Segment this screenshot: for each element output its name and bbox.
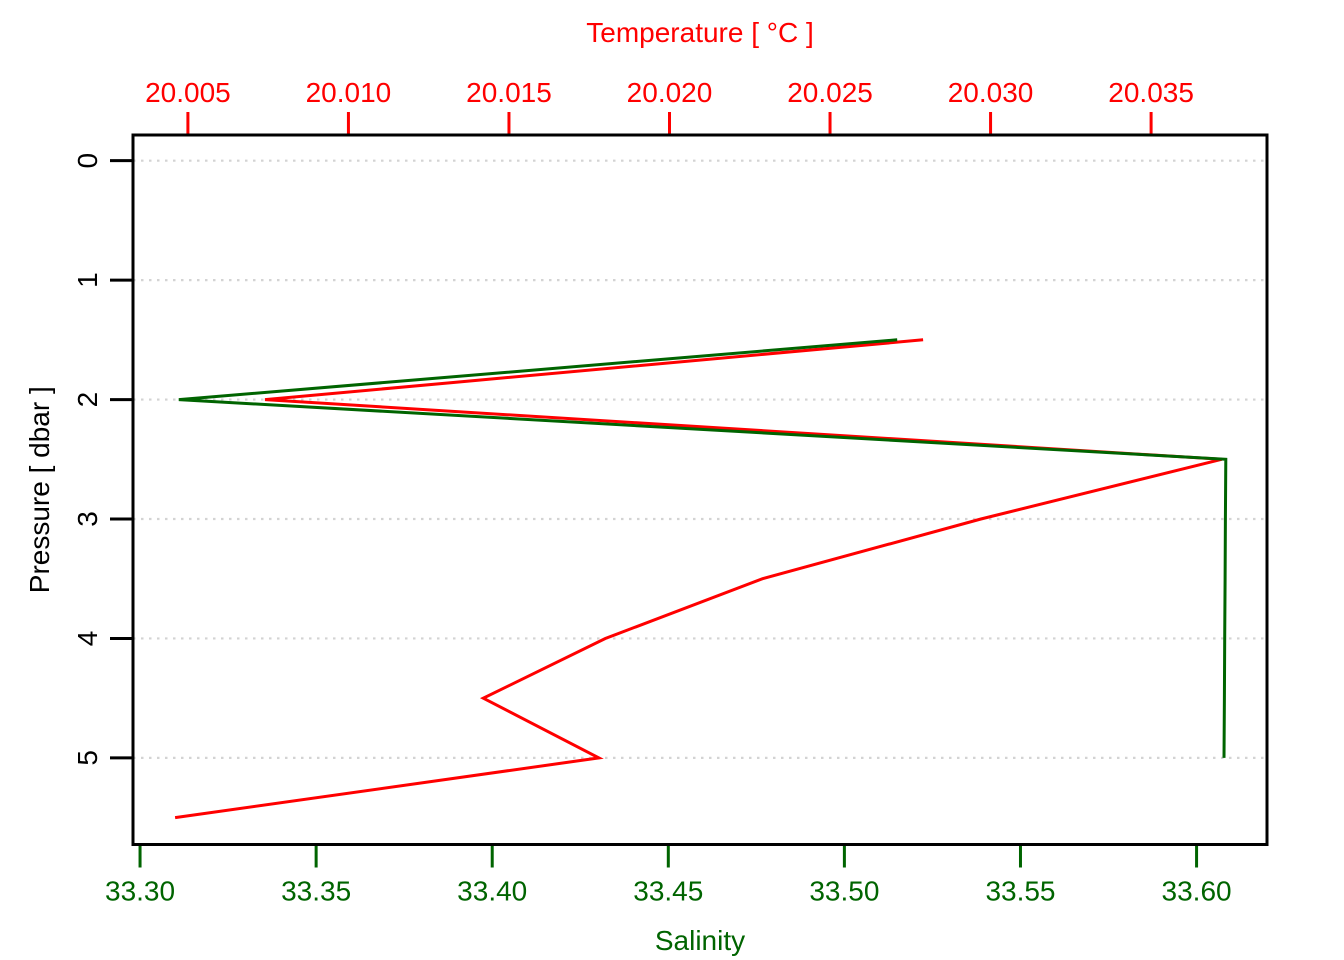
plot-box [131, 133, 1269, 846]
temperature-axis-title: Temperature [ °C ] [586, 17, 814, 48]
salinity-axis-title: Salinity [655, 925, 745, 956]
salinity-tick-label: 33.35 [281, 876, 351, 907]
temperature-tick-label: 20.015 [466, 77, 552, 108]
pressure-tick-label: 3 [72, 511, 103, 527]
salinity-tick-label: 33.50 [809, 876, 879, 907]
salinity-tick-label: 33.30 [105, 876, 175, 907]
temperature-tick-label: 20.030 [948, 77, 1034, 108]
pressure-tick-label: 0 [72, 153, 103, 169]
salinity-tick-label: 33.60 [1162, 876, 1232, 907]
temperature-tick-label: 20.010 [306, 77, 392, 108]
salinity-tick-label: 33.45 [633, 876, 703, 907]
temperature-tick-label: 20.020 [627, 77, 713, 108]
temperature-tick-label: 20.035 [1108, 77, 1194, 108]
temperature-polyline [174, 338, 1223, 820]
temperature-profile-line [174, 338, 1223, 820]
pressure-gridlines [133, 159, 1267, 760]
pressure-tick-label: 4 [72, 631, 103, 647]
temperature-axis: 20.005 20.010 20.015 20.020 20.025 20.030 20.0… [145, 77, 1194, 134]
pressure-tick-label: 1 [72, 272, 103, 288]
pressure-tick-label: 5 [72, 750, 103, 766]
temperature-tick-label: 20.005 [145, 77, 231, 108]
salinity-tick-label: 33.55 [985, 876, 1055, 907]
salinity-profile-line [178, 338, 1228, 758]
salinity-tick-label: 33.40 [457, 876, 527, 907]
pressure-axis: 0 1 2 3 4 5 [72, 153, 132, 766]
salinity-axis: 33.30 33.35 33.40 33.45 33.50 33.55 33.60 [105, 846, 1232, 907]
salinity-polyline [178, 338, 1228, 758]
pressure-axis-title: Pressure [ dbar ] [24, 386, 55, 593]
temperature-tick-label: 20.025 [787, 77, 873, 108]
pressure-tick-label: 2 [72, 392, 103, 408]
